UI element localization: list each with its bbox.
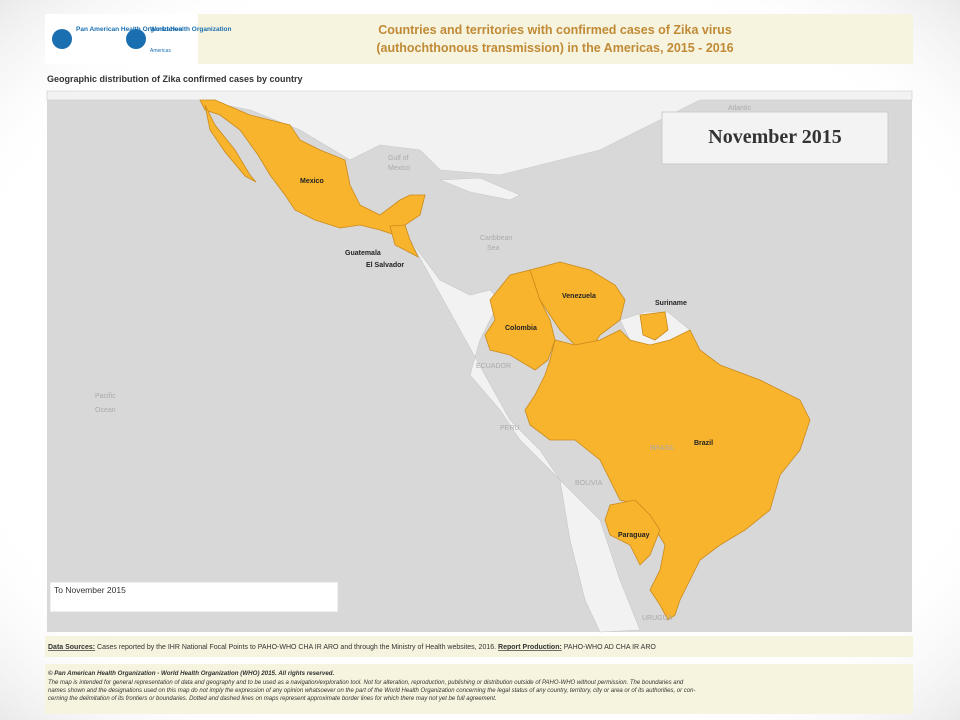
country-label: Venezuela (562, 293, 596, 300)
country-label: El Salvador (366, 262, 404, 269)
who-logo (126, 29, 146, 49)
sources: Data Sources: Cases reported by the IHR … (48, 644, 656, 651)
sea-label: Sea (487, 245, 500, 252)
country-venezuela (529, 261, 626, 351)
disclaimer: names shown and the designations used on… (48, 688, 695, 694)
who-name: World Health Organization (150, 26, 232, 33)
land (439, 177, 521, 201)
paho-name: Pan American Health Organization (76, 26, 182, 33)
sea-label: Ocean (95, 407, 116, 414)
sea-label: Caribbean (480, 235, 512, 242)
sources-band (45, 636, 913, 657)
legend-text: To November 2015 (54, 585, 126, 595)
country-label-gray: BRASIL (650, 445, 675, 452)
country-label: Colombia (505, 325, 537, 332)
country-label: Guatemala (345, 250, 381, 257)
country-label-gray: PERU (500, 425, 519, 432)
sea-label: Atlantic (728, 105, 751, 112)
sea-label: Gulf of (388, 155, 409, 162)
country-label-gray: URUGUA (642, 615, 673, 622)
country-label-gray: BOLIVIA (575, 480, 603, 487)
country-paraguay (604, 499, 661, 566)
who-region: Americas (150, 48, 171, 54)
country-label: Brazil (694, 440, 713, 447)
country-guatemala (389, 224, 419, 258)
sea-label: Pacific (95, 393, 116, 400)
country-brazil (524, 329, 811, 621)
disclaimer: The map is intended for general represen… (48, 680, 684, 686)
copyright: © Pan American Health Organization - Wor… (48, 670, 335, 677)
country-mexico-baja (204, 104, 257, 183)
subtitle: Geographic distribution of Zika confirme… (47, 74, 303, 84)
disclaimer-band (45, 664, 913, 714)
country-label: Paraguay (618, 532, 650, 539)
title-line: Countries and territories with confirmed… (378, 23, 732, 37)
country-mexico (199, 99, 426, 236)
period-label: November 2015 (708, 126, 842, 148)
country-label-gray: ECUADOR (476, 363, 511, 370)
country-label: Mexico (300, 178, 324, 185)
country-suriname (639, 311, 669, 341)
period-box (661, 111, 889, 165)
title-line: (authochthonous transmission) in the Ame… (376, 41, 733, 55)
legend-box (49, 581, 339, 613)
disclaimer: cerning the delimitation of its frontier… (48, 696, 497, 702)
paho-logo (52, 29, 72, 49)
sea-label: Mexico (388, 165, 410, 172)
country-label: Suriname (655, 300, 687, 307)
land (409, 239, 641, 633)
